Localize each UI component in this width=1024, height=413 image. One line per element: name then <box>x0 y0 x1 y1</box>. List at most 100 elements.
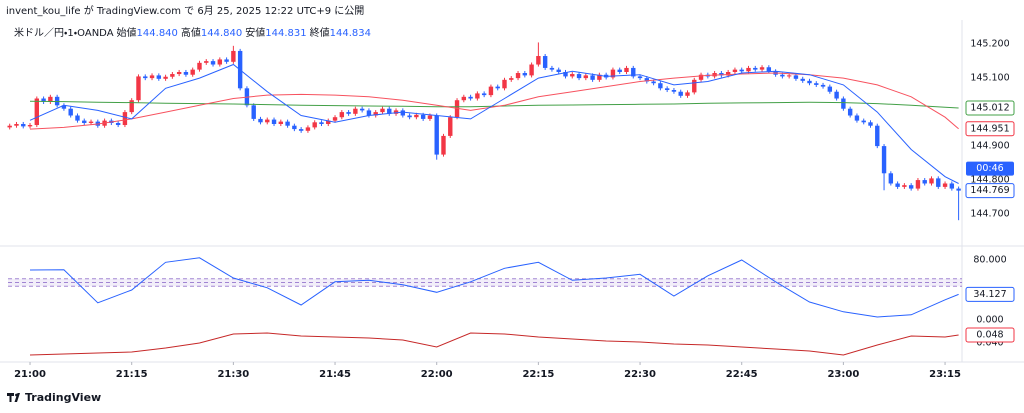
candle-body <box>678 91 683 96</box>
candle-body <box>631 67 636 77</box>
candle-body <box>210 61 216 65</box>
candle-body <box>908 185 914 189</box>
candle-body <box>590 75 595 80</box>
y-tick-label: 144.900 <box>970 141 1009 152</box>
candle-body <box>373 112 378 116</box>
candle-body <box>617 69 622 73</box>
candle-body <box>875 125 880 147</box>
candle-body <box>515 73 521 79</box>
candle-body <box>217 59 223 65</box>
candle-body <box>488 86 494 96</box>
candle-body <box>685 92 690 96</box>
candle-body <box>448 117 453 136</box>
candle-body <box>75 115 80 121</box>
candle-body <box>949 183 955 189</box>
y-tick-label: 144.700 <box>970 209 1009 220</box>
candle-body <box>902 185 907 187</box>
candle-body <box>725 72 731 76</box>
candle-body <box>644 78 650 82</box>
candle-body <box>597 74 602 80</box>
candle-body <box>407 115 412 118</box>
candle-body <box>156 75 162 79</box>
candle-body <box>21 124 26 127</box>
candle-body <box>115 122 121 126</box>
candle-body <box>881 146 887 174</box>
candle-body <box>68 108 73 116</box>
x-tick-label: 21:45 <box>319 369 351 380</box>
candle-body <box>536 56 541 65</box>
candle-body <box>359 108 365 111</box>
candle-body <box>509 78 514 80</box>
candle-body <box>251 105 256 119</box>
candle-body <box>265 119 270 123</box>
x-tick-label: 22:45 <box>726 369 758 380</box>
x-tick-label: 21:15 <box>116 369 148 380</box>
candle-body <box>393 110 399 114</box>
candle-body <box>34 98 40 126</box>
price-label: 34.127 <box>973 289 1006 300</box>
candle-body <box>183 72 189 75</box>
candle-body <box>305 127 311 131</box>
x-tick-label: 21:00 <box>14 369 46 380</box>
candle-body <box>82 120 87 123</box>
candle-body <box>766 67 772 72</box>
candle-body <box>583 75 589 79</box>
brand: TradingView <box>25 391 101 404</box>
candle-body <box>434 115 439 155</box>
candle-body <box>461 96 467 101</box>
candle-body <box>542 56 548 68</box>
x-tick-label: 22:30 <box>624 369 656 380</box>
candle-body <box>387 108 392 114</box>
candle-body <box>339 112 345 118</box>
countdown-box <box>966 161 1014 176</box>
candle-body <box>698 74 704 80</box>
y-tick-label: 145.200 <box>970 39 1009 50</box>
candle-body <box>380 108 385 113</box>
price-label: 145.012 <box>970 103 1009 114</box>
candle-body <box>163 76 168 79</box>
candle-body <box>807 80 812 84</box>
candle-body <box>495 86 500 89</box>
candle-body <box>780 74 785 77</box>
candle-body <box>658 83 663 89</box>
candle-body <box>576 74 582 79</box>
publisher: invent_kou_life が TradingView.com で 6月 2… <box>6 4 364 17</box>
candle-body <box>420 114 426 119</box>
x-tick-label: 23:00 <box>827 369 859 380</box>
candle-body <box>624 67 629 73</box>
candle-body <box>753 67 758 70</box>
x-tick-label: 23:15 <box>929 369 961 380</box>
candle-body <box>549 67 555 70</box>
ohlc-value: 144.840 <box>137 28 178 39</box>
candle-body <box>692 79 697 93</box>
indicator-line <box>29 332 959 356</box>
candle-body <box>793 75 799 79</box>
candle-body <box>942 183 948 187</box>
candle-body <box>468 96 473 99</box>
candle-body <box>854 115 860 121</box>
ohlc-value: 144.840 <box>201 28 242 39</box>
price-label: 144.769 <box>970 185 1009 196</box>
candle-body <box>522 73 528 76</box>
y-tick-label: 0.040 <box>976 338 1003 349</box>
candle-body <box>129 100 134 113</box>
candle-body <box>14 124 19 126</box>
candle-body <box>326 120 331 125</box>
candle-body <box>936 178 941 187</box>
candle-body <box>285 121 290 126</box>
candle-body <box>563 72 568 77</box>
candle-body <box>258 118 263 123</box>
indicator-line <box>29 72 959 130</box>
candle-body <box>231 50 236 62</box>
y-tick-label: 0.000 <box>976 315 1003 326</box>
indicator-line <box>29 257 959 318</box>
candle-body <box>800 78 805 81</box>
price-label: 0.048 <box>976 330 1003 341</box>
candle-body <box>610 69 616 78</box>
candle-body <box>868 122 873 126</box>
ohlc-label: 高値 <box>181 26 201 39</box>
candle-body <box>190 69 195 75</box>
candle-body <box>922 180 927 184</box>
